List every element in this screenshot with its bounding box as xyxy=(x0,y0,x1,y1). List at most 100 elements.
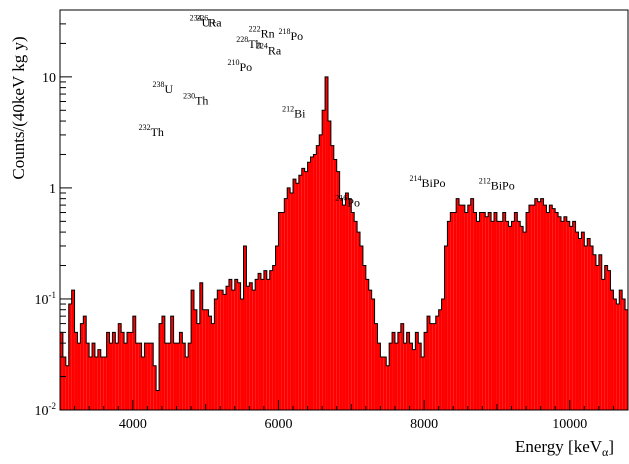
peak-label: 216Po xyxy=(335,194,360,210)
histogram-bar xyxy=(563,216,567,410)
histogram-bar xyxy=(543,205,547,410)
y-tick-label: 10-1 xyxy=(35,290,57,308)
histogram-bar xyxy=(62,357,66,410)
x-tick-label: 8000 xyxy=(410,417,438,432)
histogram-bar xyxy=(494,212,497,410)
histogram-bar xyxy=(575,232,579,410)
histogram-bar xyxy=(517,221,521,410)
histogram-bar xyxy=(528,205,532,410)
histogram-bar xyxy=(298,175,302,410)
histogram-bar xyxy=(205,309,209,410)
histogram-bar xyxy=(362,265,366,410)
histogram-bar xyxy=(578,238,582,410)
histogram-bar xyxy=(74,332,78,410)
histogram-bar xyxy=(447,221,451,410)
histogram-bar xyxy=(561,221,564,410)
histogram-bar xyxy=(625,309,628,410)
histogram-bar xyxy=(371,298,375,410)
histogram-bar xyxy=(185,357,189,410)
histogram-bar xyxy=(406,332,410,410)
histogram-bar xyxy=(255,279,259,410)
histogram-bar xyxy=(496,221,500,410)
x-tick-label: 4000 xyxy=(119,417,147,432)
histogram-bar xyxy=(310,156,314,410)
peak-label: 238U xyxy=(153,80,174,96)
histogram-bar xyxy=(593,254,596,410)
histogram-bar xyxy=(461,205,465,410)
histogram-bar xyxy=(243,245,247,410)
histogram-bar xyxy=(86,343,90,410)
histogram-outline xyxy=(59,76,628,410)
histogram-bar xyxy=(228,279,232,410)
histogram-bar xyxy=(400,323,404,410)
histogram-bar xyxy=(109,343,113,410)
histogram-bar xyxy=(444,245,448,410)
histogram-bar xyxy=(144,343,148,410)
histogram-bar xyxy=(374,323,378,410)
histogram-bar xyxy=(231,290,235,410)
histogram-bar xyxy=(569,226,573,410)
histogram-bar xyxy=(156,390,160,410)
histogram-bar xyxy=(357,232,361,410)
histogram-bar xyxy=(386,365,390,410)
histogram-bar xyxy=(613,298,617,410)
histogram-bar xyxy=(223,294,227,410)
histogram-bar xyxy=(511,221,515,410)
histogram-bar xyxy=(196,323,200,410)
histogram-bar xyxy=(272,265,276,410)
histogram-bar xyxy=(234,279,238,410)
histogram-bar xyxy=(354,221,358,410)
histogram-bar xyxy=(558,216,561,410)
histogram-bar xyxy=(77,343,81,410)
histogram-bar xyxy=(92,343,95,410)
plot-frame xyxy=(59,9,629,411)
histogram-bar xyxy=(619,290,623,410)
histogram-bar xyxy=(126,332,130,410)
histogram-bar xyxy=(121,332,125,410)
histogram-bar xyxy=(304,171,308,410)
y-axis: 10-2 10-1 1 10 xyxy=(35,9,72,419)
histogram-bar xyxy=(226,286,229,410)
histogram-bar xyxy=(124,343,127,410)
histogram-bar xyxy=(432,323,436,410)
histogram-bar xyxy=(499,221,503,410)
histogram-bar xyxy=(438,309,442,410)
histogram-bar xyxy=(403,343,407,410)
x-axis-title: Energy [keVα] xyxy=(515,437,614,459)
histogram-bar xyxy=(249,282,253,410)
histogram-bar xyxy=(572,221,576,410)
peak-label: 224Ra xyxy=(256,42,282,58)
histogram-bar xyxy=(342,205,346,410)
histogram-bar xyxy=(89,357,93,410)
histogram-bar xyxy=(287,187,291,410)
histogram-bar xyxy=(333,159,337,410)
histogram-bar xyxy=(464,212,468,410)
histogram-bars xyxy=(60,76,628,411)
histogram-bar xyxy=(505,221,509,410)
histogram-bar xyxy=(394,343,398,410)
histogram-bar xyxy=(313,154,317,410)
histogram-bar xyxy=(327,121,331,411)
y-tick-label: 1 xyxy=(49,182,56,197)
histogram-bar xyxy=(453,212,457,410)
histogram-bar xyxy=(167,343,171,410)
histogram-bar xyxy=(237,282,241,410)
histogram-bar xyxy=(601,279,605,410)
histogram-bar xyxy=(153,365,157,410)
histogram-bar xyxy=(479,212,483,410)
histogram-bar xyxy=(240,298,244,410)
histogram-bar xyxy=(275,245,279,410)
histogram-bar xyxy=(132,316,136,410)
histogram-bar xyxy=(202,309,206,410)
histogram-bar xyxy=(531,205,535,410)
x-tick-label: 6000 xyxy=(264,417,292,432)
histogram-bar xyxy=(97,349,101,410)
histogram-bar xyxy=(607,270,611,410)
histogram-bar xyxy=(397,332,401,410)
y-tick-label: 10 xyxy=(42,71,56,86)
histogram-bar xyxy=(106,332,110,410)
histogram-bar xyxy=(179,332,183,410)
histogram-bar xyxy=(584,245,588,410)
x-axis: 4000 6000 8000 10000 xyxy=(74,400,614,432)
